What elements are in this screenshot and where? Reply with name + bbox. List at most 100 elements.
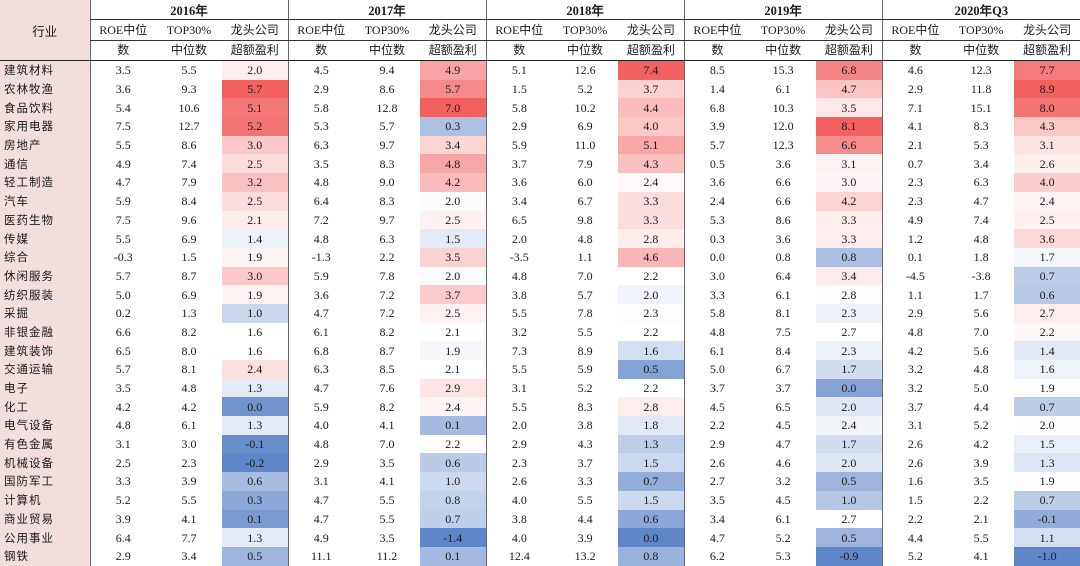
excess-profit-cell: 7.7 bbox=[1014, 60, 1080, 80]
excess-profit-cell: 2.9 bbox=[420, 378, 487, 398]
roe-median-cell: 6.4 bbox=[89, 528, 156, 547]
excess-profit-cell: 1.5 bbox=[1014, 434, 1080, 454]
roe-median-cell: 5.9 bbox=[287, 266, 355, 286]
roe-median-cell: 2.6 bbox=[485, 472, 553, 491]
excess-profit-cell: 0.6 bbox=[420, 453, 487, 473]
top30-median-cell: 3.4 bbox=[973, 156, 989, 171]
roe-median-cell: 3.1 bbox=[485, 378, 553, 398]
roe-median-cell: 4.8 bbox=[287, 229, 355, 248]
top30-median-cell: 6.7 bbox=[775, 362, 791, 377]
year-header: 2016年 bbox=[89, 0, 289, 20]
top30-median-cell: 8.9 bbox=[577, 343, 593, 358]
excess-profit-cell: 0.1 bbox=[222, 509, 289, 529]
excess-profit-cell: 1.9 bbox=[1014, 472, 1080, 491]
roe-median-cell: 3.8 bbox=[485, 509, 553, 529]
roe-median-cell: 4.4 bbox=[881, 528, 949, 547]
top30-median-cell: 8.2 bbox=[379, 324, 395, 339]
roe-median-cell: 2.3 bbox=[881, 191, 949, 211]
excess-profit-cell: 0.6 bbox=[618, 509, 685, 529]
roe-median-cell: 5.0 bbox=[89, 285, 156, 304]
roe-median-cell: 6.8 bbox=[683, 98, 751, 118]
top30-median-cell: 5.5 bbox=[181, 493, 197, 508]
excess-profit-cell: 1.9 bbox=[1014, 378, 1080, 398]
excess-profit-cell: 5.7 bbox=[222, 79, 289, 99]
roe-median-header: ROE中位 bbox=[485, 19, 553, 41]
roe-median-cell: 3.5 bbox=[89, 60, 156, 80]
top30-median-cell: 3.4 bbox=[181, 549, 197, 564]
excess-profit-cell: 4.3 bbox=[1014, 117, 1080, 136]
excess-profit-cell: 3.5 bbox=[816, 98, 883, 118]
roe-median-cell: 4.9 bbox=[89, 154, 156, 174]
industry-cell: 国防军工 bbox=[0, 472, 90, 491]
top30-median-cell: 6.7 bbox=[577, 194, 593, 209]
top30-median-cell: 5.7 bbox=[379, 119, 395, 134]
roe-median-cell: 2.4 bbox=[683, 191, 751, 211]
excess-profit-cell: 5.7 bbox=[420, 79, 487, 99]
top30-median-cell: 4.6 bbox=[775, 455, 791, 470]
roe-median-cell: 4.0 bbox=[287, 416, 355, 435]
roe-median-cell: 2.9 bbox=[89, 546, 156, 566]
roe-median-cell: 2.9 bbox=[287, 79, 355, 99]
top30-median-cell: 3.7 bbox=[775, 381, 791, 396]
excess-profit-cell: 0.7 bbox=[1014, 266, 1080, 286]
top30-median-cell: 4.2 bbox=[973, 437, 989, 452]
roe-median-cell: 6.2 bbox=[683, 546, 751, 566]
excess-profit-cell: 2.5 bbox=[420, 303, 487, 323]
roe-median-cell: 3.4 bbox=[485, 191, 553, 211]
roe-median-cell: 3.7 bbox=[485, 154, 553, 174]
industry-cell: 农林牧渔 bbox=[0, 79, 90, 99]
top30-median-cell: 5.5 bbox=[973, 530, 989, 545]
roe-median-cell: 3.7 bbox=[881, 397, 949, 417]
industry-cell: 通信 bbox=[0, 154, 90, 174]
table-row: 有色金属 3.1 3.0 -0.1 4.8 7.0 2.2 2.9 4.3 1.3 2.9 4.7 1.… bbox=[0, 434, 1080, 454]
excess-profit-cell: 2.6 bbox=[1014, 154, 1080, 174]
top30-median-cell: 4.8 bbox=[577, 231, 593, 246]
roe-median-cell: 3.5 bbox=[287, 154, 355, 174]
excess-profit-cell: 4.0 bbox=[618, 117, 685, 136]
excess-profit-cell: 0.8 bbox=[816, 247, 883, 267]
excess-profit-cell: 3.1 bbox=[816, 154, 883, 174]
roe-median-cell: 2.3 bbox=[881, 173, 949, 192]
excess-profit-cell: 3.7 bbox=[618, 79, 685, 99]
table-row: 机械设备 2.5 2.3 -0.2 2.9 3.5 0.6 2.3 3.7 1.5 2.6 4.6 2.… bbox=[0, 453, 1080, 473]
excess-profit-cell: 0.0 bbox=[618, 528, 685, 547]
top30-median-cell: 6.1 bbox=[775, 82, 791, 97]
top30-median-cell: 2.2 bbox=[973, 493, 989, 508]
top30-median-cell: 3.7 bbox=[577, 455, 593, 470]
roe-median-cell: 2.5 bbox=[89, 453, 156, 473]
excess-profit-cell: 2.8 bbox=[816, 285, 883, 304]
excess-profit-header-line2: 超额盈利 bbox=[420, 40, 487, 61]
top30-median-cell: 6.3 bbox=[973, 175, 989, 190]
excess-profit-cell: 1.0 bbox=[420, 472, 487, 491]
excess-profit-cell: -0.2 bbox=[222, 453, 289, 473]
top30-median-cell: 3.6 bbox=[775, 156, 791, 171]
excess-profit-cell: 2.0 bbox=[618, 285, 685, 304]
excess-profit-cell: 2.0 bbox=[1014, 416, 1080, 435]
roe-median-cell: 5.5 bbox=[485, 397, 553, 417]
industry-cell: 采掘 bbox=[0, 303, 90, 323]
top30-median-cell: 6.9 bbox=[577, 119, 593, 134]
top30-median-cell: 1.8 bbox=[973, 250, 989, 265]
excess-profit-cell: 0.3 bbox=[420, 117, 487, 136]
excess-profit-cell: 2.0 bbox=[816, 397, 883, 417]
top30-median-cell: 4.5 bbox=[775, 493, 791, 508]
top30-median-header-line2: 中位数 bbox=[552, 40, 619, 61]
excess-profit-cell: 2.8 bbox=[618, 229, 685, 248]
excess-profit-cell: 0.5 bbox=[816, 472, 883, 491]
roe-median-cell: -1.3 bbox=[287, 247, 355, 267]
excess-profit-cell: 1.6 bbox=[1014, 360, 1080, 379]
top30-median-cell: 1.7 bbox=[973, 287, 989, 302]
excess-profit-cell: 2.3 bbox=[816, 303, 883, 323]
roe-median-header-line2: 数 bbox=[89, 40, 156, 61]
table-row: 食品饮料 5.4 10.6 5.1 5.8 12.8 7.0 5.8 10.2 4.4 6.8 10.… bbox=[0, 98, 1080, 118]
excess-profit-cell: 1.3 bbox=[1014, 453, 1080, 473]
excess-profit-cell: 3.3 bbox=[618, 191, 685, 211]
top30-median-cell: 8.0 bbox=[181, 343, 197, 358]
top30-median-cell: 7.7 bbox=[181, 530, 197, 545]
roe-median-cell: 3.6 bbox=[287, 285, 355, 304]
roe-median-cell: 5.5 bbox=[485, 303, 553, 323]
top30-median-cell: 6.6 bbox=[775, 175, 791, 190]
roe-median-header: ROE中位 bbox=[89, 19, 156, 41]
roe-median-cell: 1.2 bbox=[881, 229, 949, 248]
roe-median-cell: 2.2 bbox=[881, 509, 949, 529]
